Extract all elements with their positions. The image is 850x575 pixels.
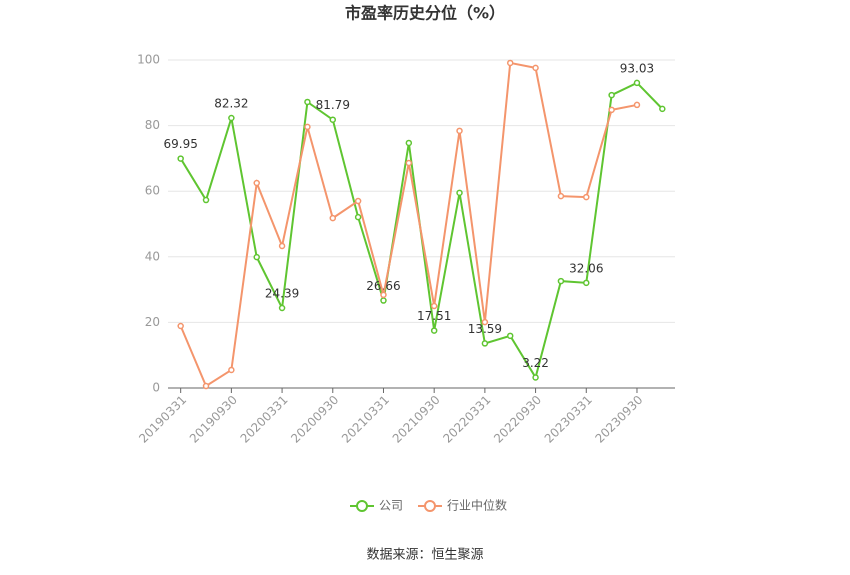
legend-label: 行业中位数 <box>447 498 507 513</box>
point <box>354 213 362 221</box>
point <box>304 123 311 131</box>
point <box>228 366 235 374</box>
point <box>253 179 260 187</box>
legend-marker <box>356 500 368 512</box>
x-tick-label: 20210930 <box>390 393 443 446</box>
x-tick-label: 20200930 <box>288 393 341 446</box>
point <box>659 105 666 113</box>
point <box>430 302 438 310</box>
point <box>481 318 489 326</box>
x-tick-label: 20230331 <box>542 393 595 446</box>
x-tick-label: 20190331 <box>136 393 189 446</box>
point <box>253 253 260 261</box>
point <box>583 193 590 201</box>
y-tick-label: 100 <box>137 53 160 67</box>
point <box>177 155 184 162</box>
point <box>278 242 286 250</box>
point <box>608 91 615 99</box>
point <box>278 304 286 312</box>
source: 数据来源：恒生聚源 <box>366 548 483 563</box>
point <box>608 106 615 114</box>
point <box>329 214 337 222</box>
data-label: 81.79 <box>316 98 350 112</box>
data-label: 32.06 <box>569 261 603 275</box>
point <box>405 139 413 147</box>
point <box>177 322 184 330</box>
point <box>633 101 641 109</box>
point <box>532 374 539 381</box>
data-label: 24.39 <box>265 287 299 301</box>
data-label: 26.66 <box>366 279 400 293</box>
point <box>380 297 387 304</box>
point <box>506 59 514 67</box>
legend-marker <box>424 500 436 512</box>
data-label: 17.51 <box>417 309 451 323</box>
point <box>304 98 311 106</box>
data-label: 69.95 <box>163 137 197 151</box>
point <box>633 79 641 87</box>
data-label: 13.59 <box>468 322 502 336</box>
point <box>583 279 590 287</box>
x-tick-label: 20200331 <box>238 393 291 446</box>
y-tick-label: 20 <box>145 315 160 329</box>
x-tick-label: 20230930 <box>592 393 645 446</box>
series-line <box>179 61 638 388</box>
x-tick-label: 20220930 <box>491 393 544 446</box>
point <box>228 114 235 122</box>
y-tick-label: 80 <box>145 118 160 132</box>
point <box>329 116 337 123</box>
point <box>557 277 565 285</box>
data-label: 93.03 <box>620 61 654 75</box>
point <box>430 327 438 334</box>
point <box>380 291 387 299</box>
x-tick-label: 20220331 <box>440 393 493 446</box>
point <box>481 340 489 347</box>
data-label: 3.22 <box>522 356 549 370</box>
point <box>202 382 210 390</box>
point <box>202 196 210 204</box>
x-tick-label: 20190930 <box>187 393 240 446</box>
legend-label: 公司 <box>379 499 403 513</box>
point <box>456 189 463 197</box>
point <box>532 64 539 72</box>
y-tick-label: 60 <box>145 184 160 198</box>
point <box>354 197 362 205</box>
point <box>405 159 413 167</box>
point <box>557 192 565 200</box>
point <box>506 332 514 340</box>
y-tick-label: 0 <box>152 381 160 395</box>
x-tick-label: 20210331 <box>339 393 392 446</box>
y-tick-label: 40 <box>145 249 160 263</box>
data-label: 82.32 <box>214 96 248 110</box>
point <box>456 127 463 135</box>
chart-title: 市盈率历史分位（%） <box>345 4 505 23</box>
